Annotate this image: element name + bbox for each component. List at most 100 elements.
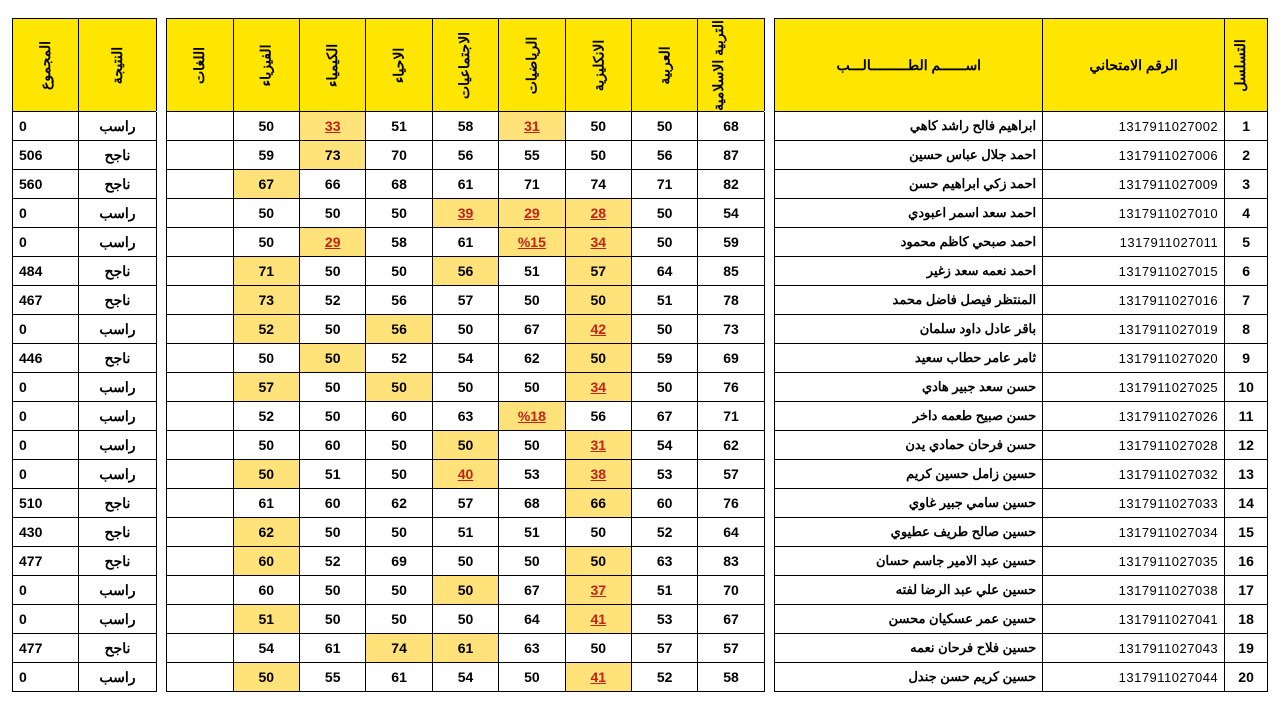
separator [156, 576, 167, 605]
cell-english: 66 [565, 489, 631, 518]
separator [764, 344, 775, 373]
cell-social: 50 [432, 576, 498, 605]
cell-chemistry: 50 [300, 605, 366, 634]
cell-exam: 1317911027020 [1043, 344, 1225, 373]
cell-exam: 1317911027028 [1043, 431, 1225, 460]
separator [156, 344, 167, 373]
cell-islamic: 78 [698, 286, 764, 315]
cell-exam: 1317911027035 [1043, 547, 1225, 576]
cell-name: حسين صالح طريف عطيوي [775, 518, 1043, 547]
cell-biology: 50 [366, 257, 432, 286]
cell-biology: 61 [366, 663, 432, 692]
cell-math: 50 [499, 286, 565, 315]
cell-lang [167, 518, 233, 547]
cell-name: ثامر عامر حطاب سعيد [775, 344, 1043, 373]
cell-name: حسين فلاح فرحان نعمه [775, 634, 1043, 663]
col-header-name: اســــــم الطـــــــــالـــب [775, 19, 1043, 112]
cell-chemistry: 52 [300, 286, 366, 315]
cell-physics: 50 [233, 228, 299, 257]
cell-lang [167, 431, 233, 460]
cell-seq: 1 [1225, 112, 1268, 141]
separator [156, 286, 167, 315]
cell-math: 64 [499, 605, 565, 634]
col-header-result: النتيجة [79, 19, 156, 112]
separator [156, 518, 167, 547]
cell-english: 50 [565, 634, 631, 663]
cell-physics: 60 [233, 547, 299, 576]
separator [764, 373, 775, 402]
cell-total: 510 [13, 489, 79, 518]
cell-english: 31 [565, 431, 631, 460]
separator [156, 257, 167, 286]
table-row: 51317911027011احمد صبحي كاظم محمود595034… [13, 228, 1268, 257]
cell-physics: 51 [233, 605, 299, 634]
separator [156, 228, 167, 257]
cell-english: 34 [565, 228, 631, 257]
cell-physics: 59 [233, 141, 299, 170]
cell-islamic: 58 [698, 663, 764, 692]
cell-biology: 56 [366, 286, 432, 315]
cell-name: احمد نعمه سعد زغير [775, 257, 1043, 286]
cell-total: 0 [13, 373, 79, 402]
cell-biology: 51 [366, 112, 432, 141]
cell-chemistry: 50 [300, 373, 366, 402]
cell-islamic: 69 [698, 344, 764, 373]
separator [156, 489, 167, 518]
cell-name: حسين عمر عسكيان محسن [775, 605, 1043, 634]
separator [156, 605, 167, 634]
separator [764, 518, 775, 547]
cell-english: 42 [565, 315, 631, 344]
cell-lang [167, 634, 233, 663]
cell-physics: 67 [233, 170, 299, 199]
col-header-math: الرياضيات [499, 19, 565, 112]
table-row: 181317911027041حسين عمر عسكيان محسن67534… [13, 605, 1268, 634]
cell-result: راسب [79, 315, 156, 344]
cell-biology: 62 [366, 489, 432, 518]
separator [764, 634, 775, 663]
cell-english: 56 [565, 402, 631, 431]
cell-biology: 68 [366, 170, 432, 199]
table-row: 71317911027016المنتظر فيصل فاضل محمد7851… [13, 286, 1268, 315]
cell-result: ناجح [79, 634, 156, 663]
cell-chemistry: 33 [300, 112, 366, 141]
separator [156, 141, 167, 170]
col-header-seq: التسلسل [1225, 19, 1268, 112]
cell-arabic: 64 [631, 257, 697, 286]
cell-arabic: 52 [631, 518, 697, 547]
cell-english: 50 [565, 344, 631, 373]
cell-islamic: 54 [698, 199, 764, 228]
cell-social: 39 [432, 199, 498, 228]
cell-math: 67 [499, 315, 565, 344]
cell-lang [167, 373, 233, 402]
cell-arabic: 53 [631, 460, 697, 489]
separator [764, 141, 775, 170]
cell-name: احمد سعد اسمر اعبودي [775, 199, 1043, 228]
cell-physics: 50 [233, 344, 299, 373]
cell-exam: 1317911027044 [1043, 663, 1225, 692]
cell-exam: 1317911027041 [1043, 605, 1225, 634]
cell-islamic: 76 [698, 373, 764, 402]
cell-chemistry: 50 [300, 402, 366, 431]
cell-arabic: 50 [631, 199, 697, 228]
cell-english: 57 [565, 257, 631, 286]
cell-islamic: 62 [698, 431, 764, 460]
separator [764, 605, 775, 634]
cell-english: 74 [565, 170, 631, 199]
col-header-lang: اللغات [167, 19, 233, 112]
table-row: 171317911027038حسين علي عبد الرضا لفته70… [13, 576, 1268, 605]
cell-seq: 19 [1225, 634, 1268, 663]
col-header-social: الاجتماعيات [432, 19, 498, 112]
cell-lang [167, 112, 233, 141]
cell-lang [167, 460, 233, 489]
cell-social: 40 [432, 460, 498, 489]
cell-physics: 50 [233, 199, 299, 228]
col-header-biology: الاحياء [366, 19, 432, 112]
cell-seq: 17 [1225, 576, 1268, 605]
cell-total: 484 [13, 257, 79, 286]
cell-total: 446 [13, 344, 79, 373]
cell-islamic: 64 [698, 518, 764, 547]
separator [764, 257, 775, 286]
cell-total: 0 [13, 199, 79, 228]
cell-lang [167, 228, 233, 257]
cell-english: 41 [565, 663, 631, 692]
